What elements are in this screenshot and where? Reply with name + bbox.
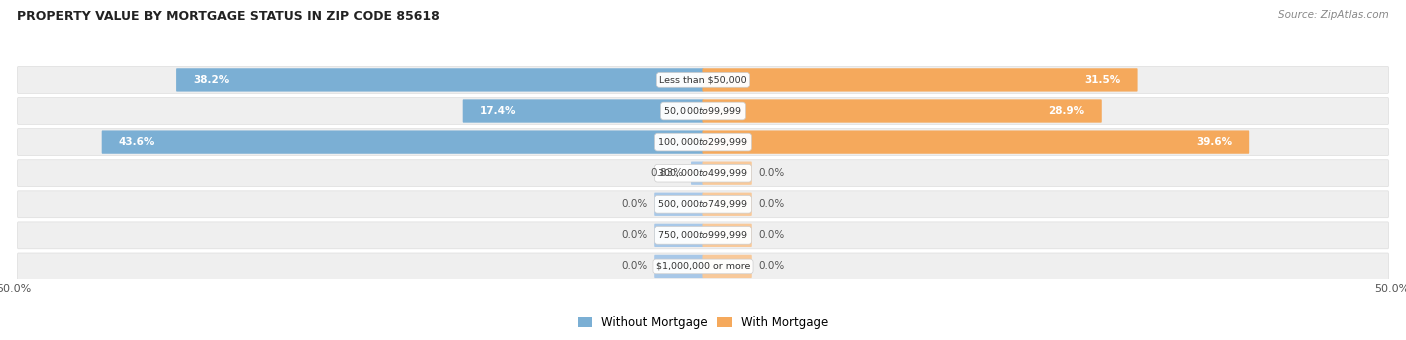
FancyBboxPatch shape: [703, 99, 1102, 123]
Text: $100,000 to $299,999: $100,000 to $299,999: [658, 136, 748, 148]
FancyBboxPatch shape: [17, 98, 1389, 124]
FancyBboxPatch shape: [17, 222, 1389, 249]
Text: 17.4%: 17.4%: [479, 106, 516, 116]
FancyBboxPatch shape: [17, 191, 1389, 218]
Text: 0.0%: 0.0%: [621, 231, 648, 240]
Text: 43.6%: 43.6%: [118, 137, 155, 147]
FancyBboxPatch shape: [17, 253, 1389, 280]
FancyBboxPatch shape: [703, 131, 1249, 154]
Text: 0.83%: 0.83%: [651, 168, 683, 178]
FancyBboxPatch shape: [176, 68, 703, 91]
Text: 28.9%: 28.9%: [1049, 106, 1084, 116]
Text: $500,000 to $749,999: $500,000 to $749,999: [658, 198, 748, 210]
Text: Source: ZipAtlas.com: Source: ZipAtlas.com: [1278, 10, 1389, 20]
FancyBboxPatch shape: [17, 67, 1389, 94]
FancyBboxPatch shape: [463, 99, 703, 123]
FancyBboxPatch shape: [654, 255, 703, 278]
Text: $750,000 to $999,999: $750,000 to $999,999: [658, 230, 748, 241]
FancyBboxPatch shape: [17, 160, 1389, 187]
Text: 0.0%: 0.0%: [758, 261, 785, 271]
Text: 39.6%: 39.6%: [1197, 137, 1232, 147]
Text: 0.0%: 0.0%: [621, 199, 648, 209]
Text: 0.0%: 0.0%: [621, 261, 648, 271]
FancyBboxPatch shape: [703, 255, 752, 278]
FancyBboxPatch shape: [17, 129, 1389, 155]
FancyBboxPatch shape: [703, 68, 1137, 91]
Text: 31.5%: 31.5%: [1084, 75, 1121, 85]
Text: 38.2%: 38.2%: [193, 75, 229, 85]
Text: 0.0%: 0.0%: [758, 199, 785, 209]
Legend: Without Mortgage, With Mortgage: Without Mortgage, With Mortgage: [574, 311, 832, 334]
FancyBboxPatch shape: [703, 192, 752, 216]
Text: PROPERTY VALUE BY MORTGAGE STATUS IN ZIP CODE 85618: PROPERTY VALUE BY MORTGAGE STATUS IN ZIP…: [17, 10, 440, 23]
Text: $1,000,000 or more: $1,000,000 or more: [655, 262, 751, 271]
Text: 0.0%: 0.0%: [758, 168, 785, 178]
Text: $300,000 to $499,999: $300,000 to $499,999: [658, 167, 748, 179]
Text: Less than $50,000: Less than $50,000: [659, 75, 747, 84]
FancyBboxPatch shape: [654, 224, 703, 247]
FancyBboxPatch shape: [654, 192, 703, 216]
FancyBboxPatch shape: [690, 162, 703, 185]
FancyBboxPatch shape: [101, 131, 703, 154]
Text: $50,000 to $99,999: $50,000 to $99,999: [664, 105, 742, 117]
Text: 0.0%: 0.0%: [758, 231, 785, 240]
FancyBboxPatch shape: [703, 224, 752, 247]
FancyBboxPatch shape: [703, 162, 752, 185]
